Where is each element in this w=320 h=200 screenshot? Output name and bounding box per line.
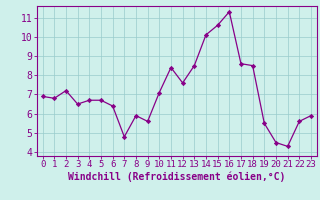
X-axis label: Windchill (Refroidissement éolien,°C): Windchill (Refroidissement éolien,°C) [68,172,285,182]
